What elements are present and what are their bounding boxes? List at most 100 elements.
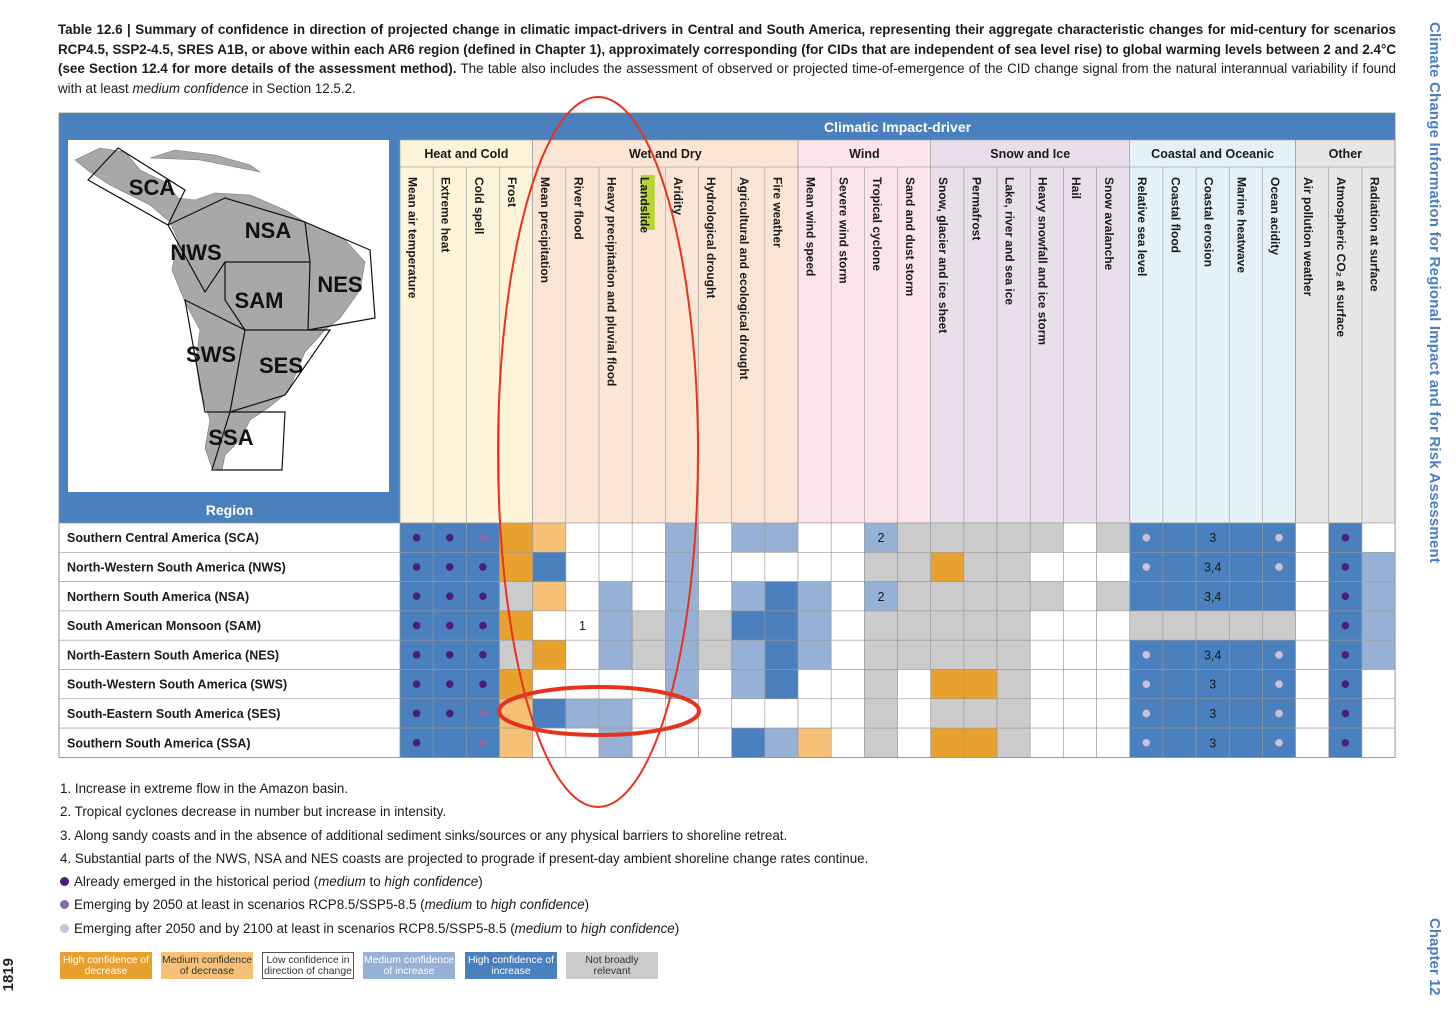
confidence-cell [665,639,699,670]
confidence-cell [1162,581,1197,612]
confidence-cell [897,610,932,641]
confidence-cell [665,522,699,553]
confidence-cell [897,727,932,758]
emergence-dot [1341,533,1350,542]
confidence-cell [1361,551,1396,582]
confidence-cell [665,698,699,729]
confidence-cell [598,727,633,758]
confidence-cell [698,581,733,612]
confidence-cell [1029,551,1064,582]
confidence-cell [930,727,965,758]
super-header: Climatic Impact-driver [824,119,972,135]
confidence-cell [797,727,832,758]
confidence-cell [1129,610,1164,641]
confidence-cell [598,639,633,670]
confidence-cell [830,669,865,700]
confidence-cell [499,698,533,729]
confidence-cell [698,727,733,758]
column-header: Frost [505,177,519,207]
confidence-cell [598,669,633,700]
confidence-cell [830,551,865,582]
footnote-reference: 3,4 [1204,590,1221,604]
confidence-cell [996,610,1031,641]
region-name: South-Western South America (SWS) [67,678,287,692]
column-header: Coastal flood [1168,177,1182,253]
footnote-reference: 3,4 [1204,560,1221,574]
confidence-cell [1096,581,1131,612]
legend-medium-increase: Medium confidence of increase [363,952,455,979]
confidence-cell [830,581,865,612]
region-row-header [58,669,401,700]
emergence-dot [445,592,454,601]
footnote-reference: 3 [1209,531,1216,545]
confidence-cell [963,639,998,670]
emergence-dot [479,592,487,601]
confidence-cell [996,522,1031,553]
confidence-cell [864,698,898,729]
confidence-cell [731,727,766,758]
confidence-cell [830,727,865,758]
confidence-cell [565,581,600,612]
confidence-cell [1162,727,1197,758]
confidence-cell [996,639,1031,670]
confidence-cell [565,551,600,582]
footnote-3: 3. Along sandy coasts and in the absence… [60,827,788,843]
emergence-dot [479,738,487,747]
confidence-cell [1063,727,1097,758]
confidence-cell [897,639,932,670]
emergence-dot [412,563,421,571]
chapter-label: Chapter 12 [1426,918,1443,996]
confidence-cell [963,581,998,612]
confidence-cell [665,581,699,612]
map-region-label: SAM [235,288,284,313]
confidence-cell [1228,522,1263,553]
continent-shape [74,147,366,471]
table-notes: 1. Increase in extreme flow in the Amazo… [60,777,868,940]
legend-high-decrease: High confidence of decrease [60,952,152,979]
confidence-cell [532,522,567,553]
confidence-cell [996,727,1031,758]
confidence-cell [1262,581,1296,612]
emergence-dot [1142,738,1151,747]
footnote-reference: 2 [877,590,884,604]
confidence-cell [864,551,898,582]
column-header: Air pollution weather [1301,177,1315,297]
column-header: Landslide [638,177,652,233]
emergence-dot [479,533,487,542]
region-row-header [58,727,401,758]
confidence-cell [1262,610,1296,641]
confidence-cell [698,610,733,641]
confidence-cell [665,727,699,758]
footnote-reference: 3,4 [1204,648,1221,662]
column-header: Hail [1069,177,1083,199]
confidence-cell [897,698,932,729]
footnote-reference: 2 [877,531,884,545]
confidence-cell [532,639,567,670]
confidence-cell [665,551,699,582]
emergence-dot [445,651,454,659]
confidence-cell [1029,727,1064,758]
confidence-cell [963,698,998,729]
emergence-dot [445,621,454,630]
emergence-dot [479,709,487,718]
column-header: Hydrological drought [704,177,718,298]
confidence-cell [532,727,567,758]
confidence-cell [1295,522,1330,553]
group-header-cell [797,139,932,168]
confidence-cell [764,522,799,553]
page-number: 1819 [0,958,17,992]
confidence-cell [631,669,666,700]
confidence-cell [1195,610,1230,641]
confidence-cell [532,610,567,641]
confidence-cell [1096,727,1131,758]
caption-regular: The table also includes the assessment o… [58,61,1396,96]
confidence-cell [996,698,1031,729]
confidence-cell [963,669,998,700]
emergence-dot [1142,533,1151,542]
group-header: Heat and Cold [424,147,508,161]
confidence-cell [631,639,666,670]
emergence-dot [1275,651,1283,659]
confidence-cell [1295,610,1330,641]
confidence-cell [631,727,666,758]
confidence-cell [864,610,898,641]
